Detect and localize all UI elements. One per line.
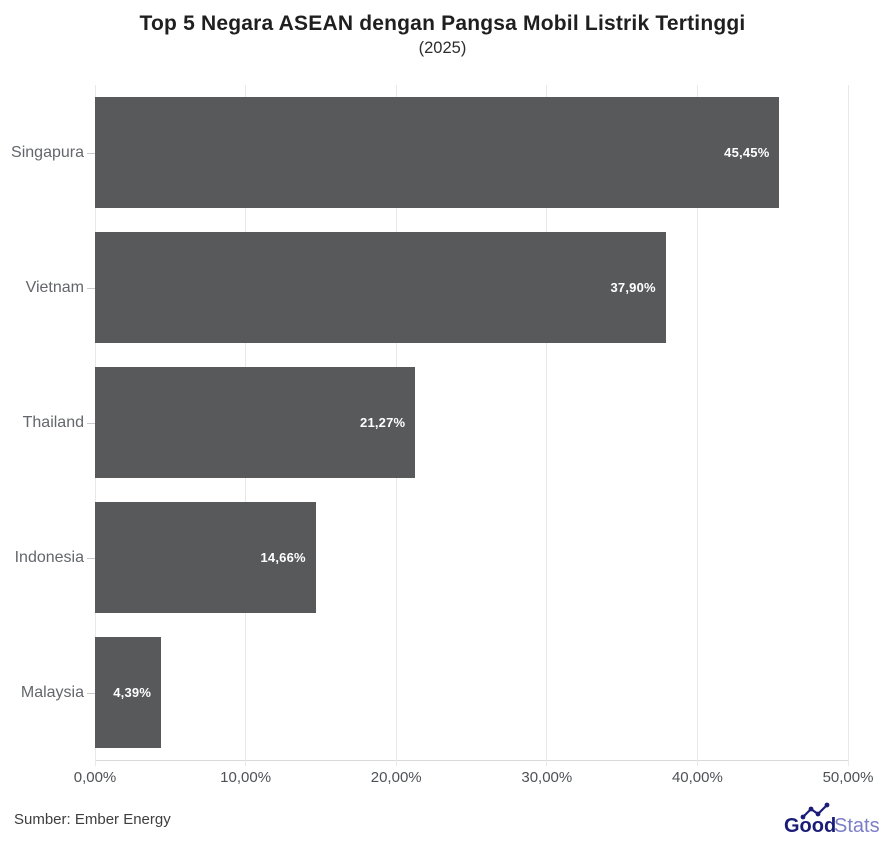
y-axis-tick — [87, 152, 95, 154]
y-axis-tick — [87, 557, 95, 559]
category-label: Indonesia — [14, 548, 84, 566]
x-axis-tick-label: 30,00% — [521, 769, 573, 786]
category-label: Malaysia — [20, 683, 84, 701]
plot-area: 0,00% 10,00% 20,00% 30,00% 40,00% 50,00% Singa… — [11, 85, 873, 786]
goodstats-logo: Good Stats — [784, 802, 879, 837]
bar-value-label: 45,45% — [724, 145, 770, 160]
bar-value-label: 4,39% — [113, 685, 152, 700]
logo-text-light: Stats — [834, 815, 879, 837]
category-label: Singapura — [11, 143, 84, 161]
bar-malaysia: 4,39% — [95, 637, 162, 748]
x-axis-tick-label: 50,00% — [822, 769, 874, 786]
bar-vietnam: 37,90% — [95, 232, 666, 343]
source-text: Sumber: Ember Energy — [14, 811, 171, 828]
category-label: Thailand — [22, 413, 84, 431]
bar-row: Malaysia 4,39% — [21, 625, 848, 760]
bar-row: Singapura 45,45% — [11, 85, 848, 220]
bar-thailand: 21,27% — [95, 367, 416, 478]
gridline — [847, 85, 849, 766]
bar-row: Thailand 21,27% — [23, 355, 848, 490]
y-axis-tick — [87, 287, 95, 289]
chart-subtitle: (2025) — [418, 39, 467, 57]
bar-row: Vietnam 37,90% — [26, 220, 848, 355]
x-axis-tick-label: 0,00% — [73, 769, 117, 786]
bar-row: Indonesia 14,66% — [15, 490, 848, 625]
logo-text-bold: Good — [784, 815, 836, 837]
y-axis-tick — [87, 692, 95, 694]
logo-sparkline-dots — [800, 802, 830, 820]
bar-value-label: 37,90% — [610, 280, 656, 295]
bar-value-label: 14,66% — [260, 550, 306, 565]
category-label: Vietnam — [25, 278, 84, 296]
gridline — [696, 85, 698, 766]
y-axis-tick — [87, 422, 95, 424]
gridline — [546, 85, 548, 766]
x-axis-tick-label: 10,00% — [220, 769, 272, 786]
chart-title: Top 5 Negara ASEAN dengan Pangsa Mobil L… — [139, 12, 746, 35]
bar-singapura: 45,45% — [95, 97, 780, 208]
x-axis-tick-label: 40,00% — [671, 769, 723, 786]
x-axis-tick-label: 20,00% — [370, 769, 422, 786]
bar-value-label: 21,27% — [360, 415, 406, 430]
logo-sparkline-icon — [802, 804, 828, 818]
bar-indonesia: 14,66% — [95, 502, 316, 613]
